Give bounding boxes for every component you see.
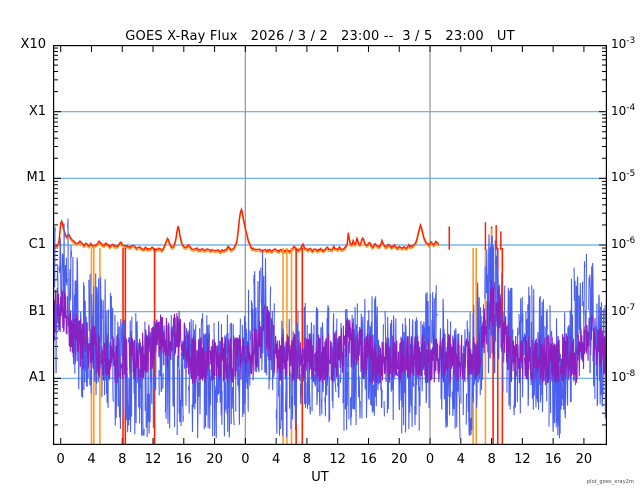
right-tick-exponent: -4 <box>626 102 636 113</box>
x-axis-tick-11: 20 <box>390 452 408 467</box>
x-axis-tick-2: 8 <box>118 452 127 467</box>
x-axis-tick-3: 12 <box>144 452 162 467</box>
plot-canvas <box>53 45 607 445</box>
x-axis-tick-8: 8 <box>302 452 312 467</box>
right-axis-tick-10e-7: 10-7 <box>611 303 640 318</box>
right-axis-tick-10e-8: 10-8 <box>611 369 640 384</box>
series-short-secondary <box>53 280 607 385</box>
right-axis-tick-10e-6: 10-6 <box>611 236 640 251</box>
right-tick-mantissa: 10 <box>611 103 627 118</box>
right-tick-mantissa: 10 <box>611 170 627 185</box>
frame-border <box>53 45 607 445</box>
right-tick-mantissa: 10 <box>611 237 627 251</box>
right-axis-tick-10e-3: 10-3 <box>611 36 640 51</box>
right-tick-mantissa: 10 <box>611 37 627 51</box>
x-axis-tick-9: 12 <box>329 452 346 467</box>
right-tick-mantissa: 10 <box>611 303 627 318</box>
plot-watermark: plot_goes_xray2m <box>586 479 634 485</box>
chart-title: GOES X-Ray Flux 2026 / 3 / 2 23:00 -- 3 … <box>125 29 515 44</box>
left-axis-tick-x1: X1 <box>28 103 46 119</box>
x-axis-tick-12: 0 <box>425 452 435 467</box>
left-axis-tick-a1: A1 <box>28 370 46 386</box>
x-axis-tick-17: 20 <box>575 452 593 467</box>
x-axis-tick-13: 4 <box>456 452 465 467</box>
left-axis-tick-x10: X10 <box>20 37 46 52</box>
x-axis-tick-7: 4 <box>271 452 281 467</box>
right-tick-exponent: -5 <box>626 169 636 180</box>
right-tick-exponent: -7 <box>626 302 636 313</box>
x-axis-tick-1: 4 <box>87 452 96 467</box>
x-axis-tick-6: 0 <box>241 452 250 467</box>
x-axis-label: UT <box>311 470 329 485</box>
x-axis-tick-10: 16 <box>360 452 377 467</box>
x-axis-tick-4: 16 <box>175 452 193 467</box>
plot-area <box>53 45 607 445</box>
x-axis-tick-5: 20 <box>206 452 223 467</box>
right-tick-mantissa: 10 <box>611 370 627 385</box>
left-axis-tick-m1: M1 <box>26 170 47 186</box>
right-axis-tick-10e-5: 10-5 <box>611 169 640 184</box>
right-tick-exponent: -6 <box>626 236 636 246</box>
right-tick-exponent: -3 <box>626 36 636 46</box>
right-tick-exponent: -8 <box>626 369 636 380</box>
series-long-primary <box>53 207 440 253</box>
x-axis-tick-0: 0 <box>56 452 65 467</box>
left-axis-tick-c1: C1 <box>28 237 46 252</box>
x-axis-tick-14: 8 <box>487 452 496 467</box>
left-axis-tick-b1: B1 <box>28 303 46 319</box>
right-axis-tick-10e-4: 10-4 <box>611 103 640 118</box>
x-axis-tick-16: 16 <box>544 452 562 467</box>
x-axis-tick-15: 12 <box>514 452 531 467</box>
